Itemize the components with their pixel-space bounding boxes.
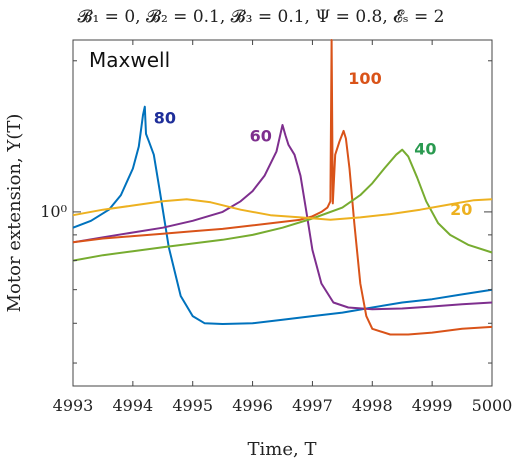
y-axis-label: Motor extension, Y(T) — [4, 114, 25, 313]
x-tick-label: 4995 — [172, 396, 213, 415]
x-tick-label: 5000 — [472, 396, 512, 415]
y-tick-label: 10⁰ — [40, 202, 67, 221]
series-label-60: 60 — [250, 127, 272, 146]
x-tick-label: 4998 — [352, 396, 393, 415]
x-tick-label: 4993 — [53, 396, 94, 415]
x-tick-label: 4996 — [232, 396, 273, 415]
plot-frame — [72, 39, 493, 387]
x-tick-label: 4997 — [292, 396, 333, 415]
series-layer — [72, 39, 493, 336]
series-label-20: 20 — [450, 200, 472, 219]
series-label-80: 80 — [154, 109, 176, 128]
series-line-40 — [72, 148, 493, 262]
chart-title: 𝓑₁ = 0, 𝓑₂ = 0.1, 𝓑₃ = 0.1, Ψ = 0.8, 𝓔ₛ … — [77, 7, 444, 27]
x-axis-label: Time, T — [248, 439, 317, 460]
tick-layer: 4993 4994 4995 4996 4997 4998 4999 5000 10⁰ — [40, 40, 512, 415]
series-label-40: 40 — [414, 140, 436, 159]
series-line-20 — [72, 198, 493, 221]
plot-area: 4993 4994 4995 4996 4997 4998 4999 5000 10⁰ Maxw… — [40, 39, 512, 415]
series-line-100 — [72, 39, 493, 336]
x-tick-label: 4994 — [112, 396, 153, 415]
x-tick-label: 4999 — [412, 396, 453, 415]
series-label-100: 100 — [348, 69, 381, 88]
series-line-60 — [72, 124, 493, 311]
panel-label: Maxwell — [89, 48, 170, 72]
series-labels: 80 60 100 40 20 — [154, 69, 473, 219]
